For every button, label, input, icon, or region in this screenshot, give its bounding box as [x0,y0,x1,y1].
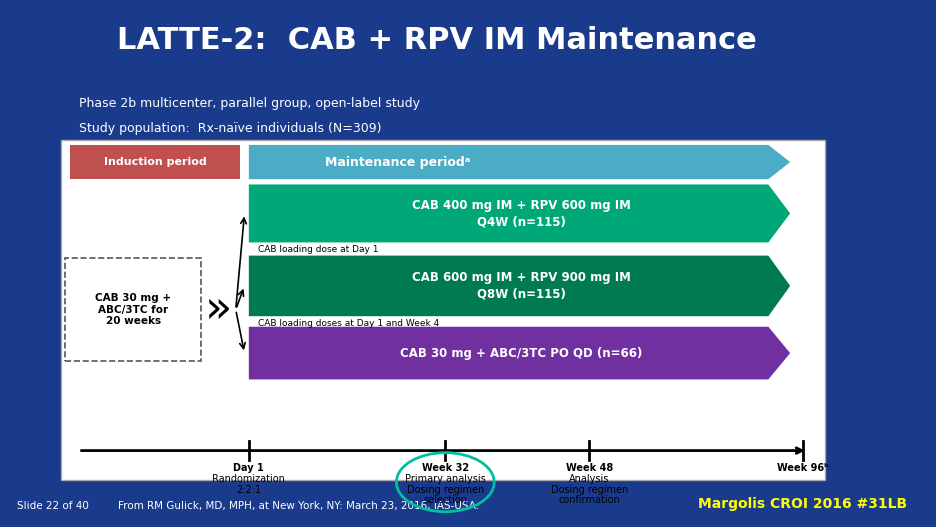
Text: Margolis CROI 2016 #31LB: Margolis CROI 2016 #31LB [697,497,907,511]
Text: From RM Gulick, MD, MPH, at New York, NY: March 23, 2016, IAS-USA.: From RM Gulick, MD, MPH, at New York, NY… [118,501,478,511]
Text: CAB 30 mg + ABC/3TC PO QD (n=66): CAB 30 mg + ABC/3TC PO QD (n=66) [400,347,642,359]
FancyArrow shape [249,184,789,242]
FancyArrow shape [249,145,789,179]
Text: confirmation: confirmation [558,495,620,505]
Text: Randomization: Randomization [212,474,285,484]
Text: Q8W (n=115): Q8W (n=115) [476,288,565,301]
Text: Primary analysis: Primary analysis [404,474,485,484]
Text: selection: selection [423,495,467,505]
Text: Week 96ᵇ: Week 96ᵇ [777,463,828,473]
Text: Maintenance periodᵃ: Maintenance periodᵃ [324,155,470,169]
Text: Study population:  Rx-naïve individuals (N=309): Study population: Rx-naïve individuals (… [79,122,381,135]
Text: Phase 2b multicenter, parallel group, open-label study: Phase 2b multicenter, parallel group, op… [79,97,419,111]
Text: Induction period: Induction period [104,157,206,167]
Text: Week 48: Week 48 [565,463,612,473]
Text: Dosing regimen: Dosing regimen [406,485,483,495]
FancyArrow shape [249,327,789,379]
FancyBboxPatch shape [66,258,200,361]
Text: Q4W (n=115): Q4W (n=115) [476,216,565,228]
Text: CAB loading doses at Day 1 and Week 4: CAB loading doses at Day 1 and Week 4 [257,319,438,328]
Text: Day 1: Day 1 [233,463,264,473]
Text: CAB 30 mg +
ABC/3TC for
20 weeks: CAB 30 mg + ABC/3TC for 20 weeks [95,293,171,326]
Text: CAB loading dose at Day 1: CAB loading dose at Day 1 [257,245,377,254]
Text: »: » [204,288,231,331]
Text: 2:2:1: 2:2:1 [236,485,261,495]
FancyBboxPatch shape [61,140,825,480]
Text: Slide 22 of 40: Slide 22 of 40 [18,501,89,511]
Text: CAB 600 mg IM + RPV 900 mg IM: CAB 600 mg IM + RPV 900 mg IM [412,271,631,284]
Text: Week 32: Week 32 [421,463,468,473]
Text: CAB 400 mg IM + RPV 600 mg IM: CAB 400 mg IM + RPV 600 mg IM [412,199,631,211]
FancyArrow shape [249,256,789,316]
Text: Dosing regimen: Dosing regimen [550,485,627,495]
Text: LATTE-2:  CAB + RPV IM Maintenance: LATTE-2: CAB + RPV IM Maintenance [117,26,755,55]
FancyBboxPatch shape [70,145,240,179]
Text: Analysis: Analysis [568,474,609,484]
